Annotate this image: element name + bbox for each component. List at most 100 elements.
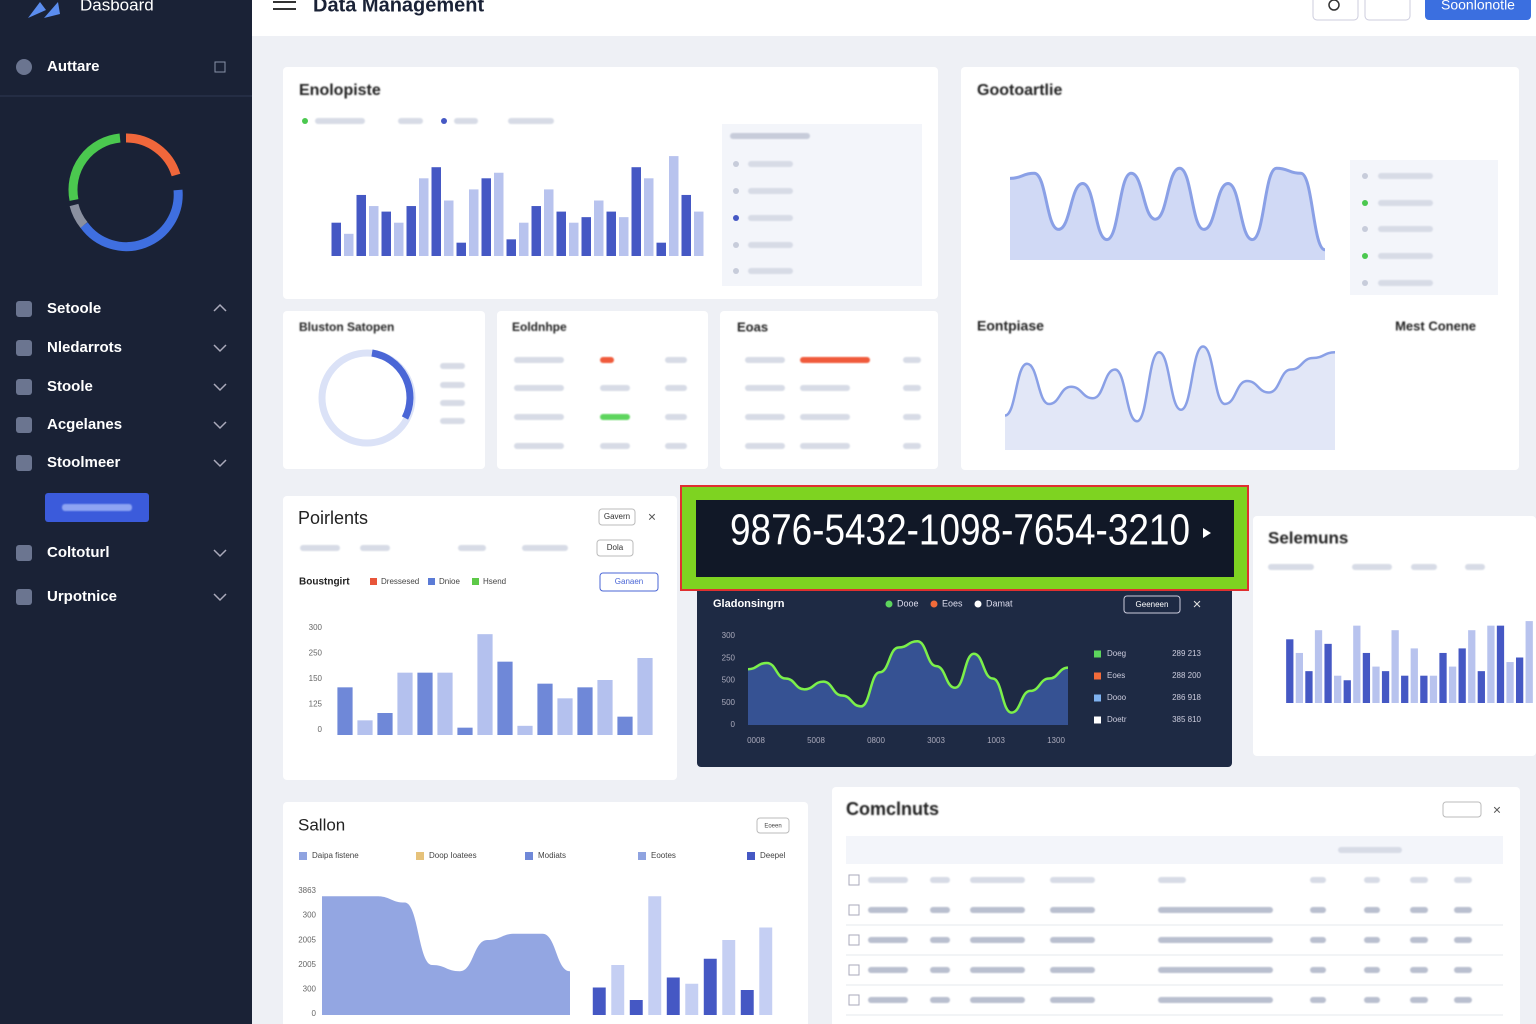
placeholder [1454, 907, 1472, 913]
button-label[interactable]: Ganaen [615, 577, 643, 586]
menu-item[interactable]: Stoole [47, 378, 93, 395]
close[interactable]: × [648, 509, 656, 525]
placeholder [1364, 907, 1380, 913]
bar [481, 178, 491, 256]
bar [406, 206, 416, 256]
bar [681, 194, 691, 256]
label: Sallon [298, 815, 345, 834]
menu-icon [16, 379, 32, 395]
bar [1458, 648, 1466, 703]
close[interactable]: × [1193, 596, 1202, 613]
legend-dot [302, 118, 308, 124]
placeholder [665, 443, 687, 449]
chevron[interactable] [213, 593, 227, 602]
bar [517, 725, 533, 735]
menu-item[interactable]: Setoole [47, 300, 101, 317]
chevron[interactable] [213, 344, 227, 353]
placeholder [970, 967, 1025, 973]
label: Gootoartlie [977, 82, 1062, 99]
menu-icon [16, 417, 32, 433]
icon-button[interactable] [1364, 0, 1411, 21]
primary-button-label[interactable]: Soonlonotle [1441, 0, 1515, 13]
bar [569, 222, 579, 256]
legend-swatch [428, 578, 435, 585]
checkbox[interactable] [848, 874, 860, 886]
menu-item[interactable]: Acgelanes [47, 416, 122, 433]
button[interactable] [756, 817, 790, 834]
close[interactable]: × [1493, 802, 1501, 818]
button-label[interactable]: Geeneen [1136, 600, 1169, 609]
bar [594, 200, 604, 256]
checkbox[interactable] [848, 994, 860, 1006]
placeholder [1410, 877, 1428, 883]
button[interactable] [1123, 595, 1181, 614]
chevron[interactable] [213, 421, 227, 430]
dot [733, 188, 739, 194]
menu-item[interactable]: Nledarrots [47, 339, 122, 356]
label: 250 [309, 649, 323, 658]
placeholder [1310, 967, 1326, 973]
menu-item[interactable]: Stoolmeer [47, 454, 121, 471]
placeholder [600, 357, 614, 363]
label: Dressesed [381, 577, 419, 586]
placeholder [903, 357, 921, 363]
placeholder [1050, 937, 1095, 943]
area [1005, 346, 1335, 450]
legend-swatch [472, 578, 479, 585]
chevron[interactable] [213, 459, 227, 468]
placeholder [1050, 967, 1095, 973]
placeholder [748, 268, 793, 274]
checkbox[interactable] [848, 904, 860, 916]
label: Daipa fistene [312, 851, 359, 860]
bar [694, 211, 704, 256]
button[interactable] [599, 572, 659, 592]
menu-item[interactable]: Coltoturl [47, 544, 109, 561]
bar [617, 716, 633, 735]
placeholder [1454, 967, 1472, 973]
bar [1496, 625, 1505, 703]
placeholder [1411, 564, 1437, 570]
bar [337, 687, 353, 735]
placeholder [1410, 967, 1428, 973]
label: 1300 [1047, 736, 1065, 745]
placeholder [514, 385, 564, 391]
arrow[interactable] [1203, 528, 1211, 538]
menu-icon[interactable] [273, 1, 296, 10]
bar [357, 720, 373, 735]
bar [356, 194, 366, 256]
button-label[interactable]: Gavern [604, 512, 630, 521]
card [283, 311, 485, 469]
icon[interactable] [214, 61, 226, 73]
button[interactable] [596, 539, 634, 557]
button[interactable] [1442, 801, 1482, 818]
chevron[interactable] [213, 303, 227, 312]
top-item[interactable]: Auttare [47, 58, 100, 75]
bar [1362, 652, 1371, 703]
bar [1506, 662, 1514, 703]
label: 250 [722, 653, 736, 662]
button-label[interactable]: Eoeen [764, 824, 781, 830]
placeholder [868, 937, 908, 943]
label: Comclnuts [846, 799, 939, 819]
area [748, 641, 1068, 725]
primary-button[interactable] [1425, 0, 1531, 20]
button-label[interactable]: Dola [607, 543, 624, 552]
checkbox[interactable] [848, 934, 860, 946]
label: 0008 [747, 736, 765, 745]
placeholder [315, 118, 365, 124]
placeholder [514, 443, 564, 449]
logo [28, 2, 60, 18]
label: Eoes [1107, 671, 1125, 680]
chevron[interactable] [213, 549, 227, 558]
label: 289 213 [1172, 649, 1201, 658]
bar [394, 222, 404, 256]
dot [1362, 200, 1368, 206]
placeholder [930, 877, 950, 883]
bar [644, 178, 654, 256]
button[interactable] [598, 508, 636, 526]
placeholder [1378, 200, 1433, 206]
checkbox[interactable] [848, 964, 860, 976]
bar [1448, 666, 1457, 703]
menu-item[interactable]: Urpotnice [47, 588, 117, 605]
chevron[interactable] [213, 383, 227, 392]
